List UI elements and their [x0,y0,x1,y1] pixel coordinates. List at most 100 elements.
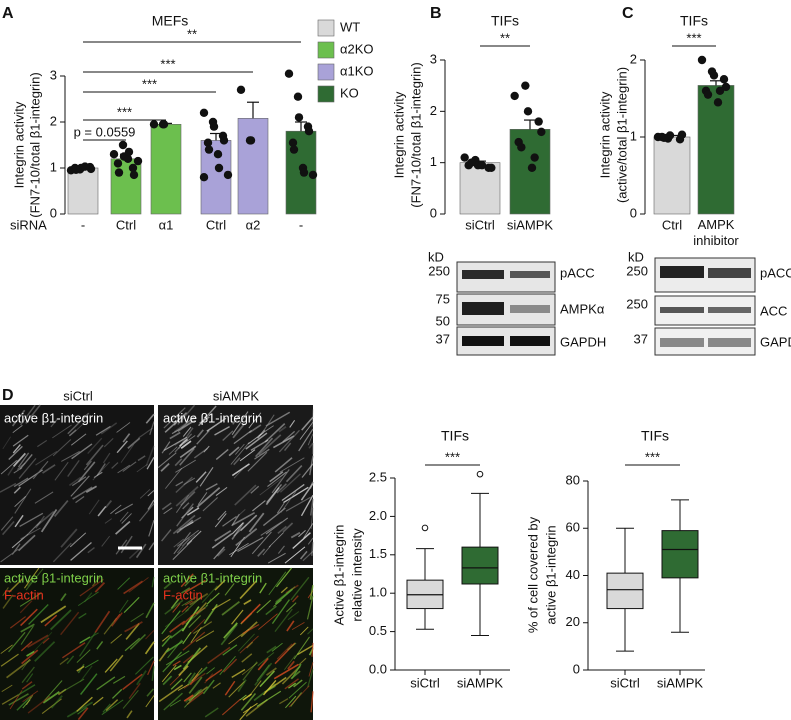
texture-streak [190,607,206,618]
x-tick-label: α1 [159,217,174,232]
texture-streak [265,517,289,535]
texture-streak [2,587,9,597]
data-point [213,150,223,159]
texture-streak [269,471,284,483]
texture-streak [298,428,314,452]
texture-streak [165,650,190,666]
texture-streak [280,586,288,594]
legend-label: KO [340,85,359,100]
texture-streak [285,695,297,709]
texture-streak [79,665,93,683]
data-point [713,98,723,107]
texture-streak [91,576,101,587]
texture-streak [160,462,170,472]
texture-streak [248,412,262,429]
significance-label: *** [117,104,132,119]
texture-streak [261,414,275,435]
texture-streak [290,531,301,539]
texture-streak [243,599,252,605]
data-point [521,81,530,90]
texture-streak [274,457,293,473]
texture-streak [241,662,258,676]
texture-streak [279,457,305,473]
texture-streak [87,547,95,554]
texture-streak [168,446,178,455]
texture-streak [301,416,314,431]
texture-streak [183,477,196,486]
texture-streak [267,552,286,564]
texture-streak [12,452,26,467]
texture-streak [266,667,277,676]
texture-streak [1,694,19,705]
texture-streak [145,445,155,467]
texture-streak [199,467,214,487]
texture-streak [77,461,96,483]
texture-streak [161,529,172,542]
texture-streak [291,621,305,631]
data-point [204,145,214,154]
texture-streak [172,514,196,535]
texture-streak [25,520,42,537]
x-tick-label: siCtrl [610,675,640,690]
texture-streak [79,636,91,644]
texture-streak [205,668,223,682]
texture-streak [283,486,309,504]
texture-streak [21,666,35,684]
channel-label: active β1-integrin [4,570,103,585]
data-point [133,156,143,166]
texture-streak [308,662,314,677]
y-tick-label: 1 [630,128,637,143]
y-tick-label: 3 [430,51,437,66]
texture-streak [169,699,181,707]
texture-streak [222,644,238,656]
texture-streak [215,448,229,460]
y-tick-label: 0 [430,205,437,220]
texture-streak [180,440,192,449]
blot-unit: kD [428,249,444,264]
data-point [114,168,124,177]
y-tick-label: 1 [50,159,57,174]
texture-streak [126,710,133,719]
texture-streak [232,423,246,439]
texture-streak [139,489,151,499]
texture-streak [96,463,106,477]
texture-streak [105,699,119,712]
texture-streak [280,490,297,513]
blot-marker: 50 [436,313,450,328]
texture-streak [44,680,63,701]
texture-streak [34,491,54,504]
texture-streak [59,657,69,666]
texture-streak [147,490,155,497]
texture-streak [0,459,18,475]
texture-streak [282,430,296,443]
data-point [719,75,729,84]
texture-streak [93,471,103,479]
texture-streak [42,637,50,644]
significance-label: *** [160,56,175,71]
texture-streak [242,702,258,714]
blot-marker: 250 [428,263,450,278]
texture-streak [114,503,133,515]
texture-streak [172,540,193,561]
texture-streak [50,609,72,631]
texture-streak [258,425,274,437]
texture-streak [136,463,148,473]
texture-streak [173,416,197,433]
texture-streak [8,577,24,593]
texture-streak [25,694,34,706]
texture-streak [286,602,297,613]
texture-streak [308,442,314,449]
texture-streak [292,532,311,550]
y-tick-label: 20 [566,614,580,629]
texture-streak [242,623,260,634]
texture-streak [256,599,271,614]
texture-streak [185,604,209,625]
texture-streak [307,537,314,545]
texture-streak [267,471,287,488]
texture-streak [26,650,35,657]
texture-streak [8,445,23,460]
texture-streak [18,457,37,479]
texture-streak [112,675,126,684]
texture-streak [130,612,144,623]
panel-letter: A [2,5,14,22]
